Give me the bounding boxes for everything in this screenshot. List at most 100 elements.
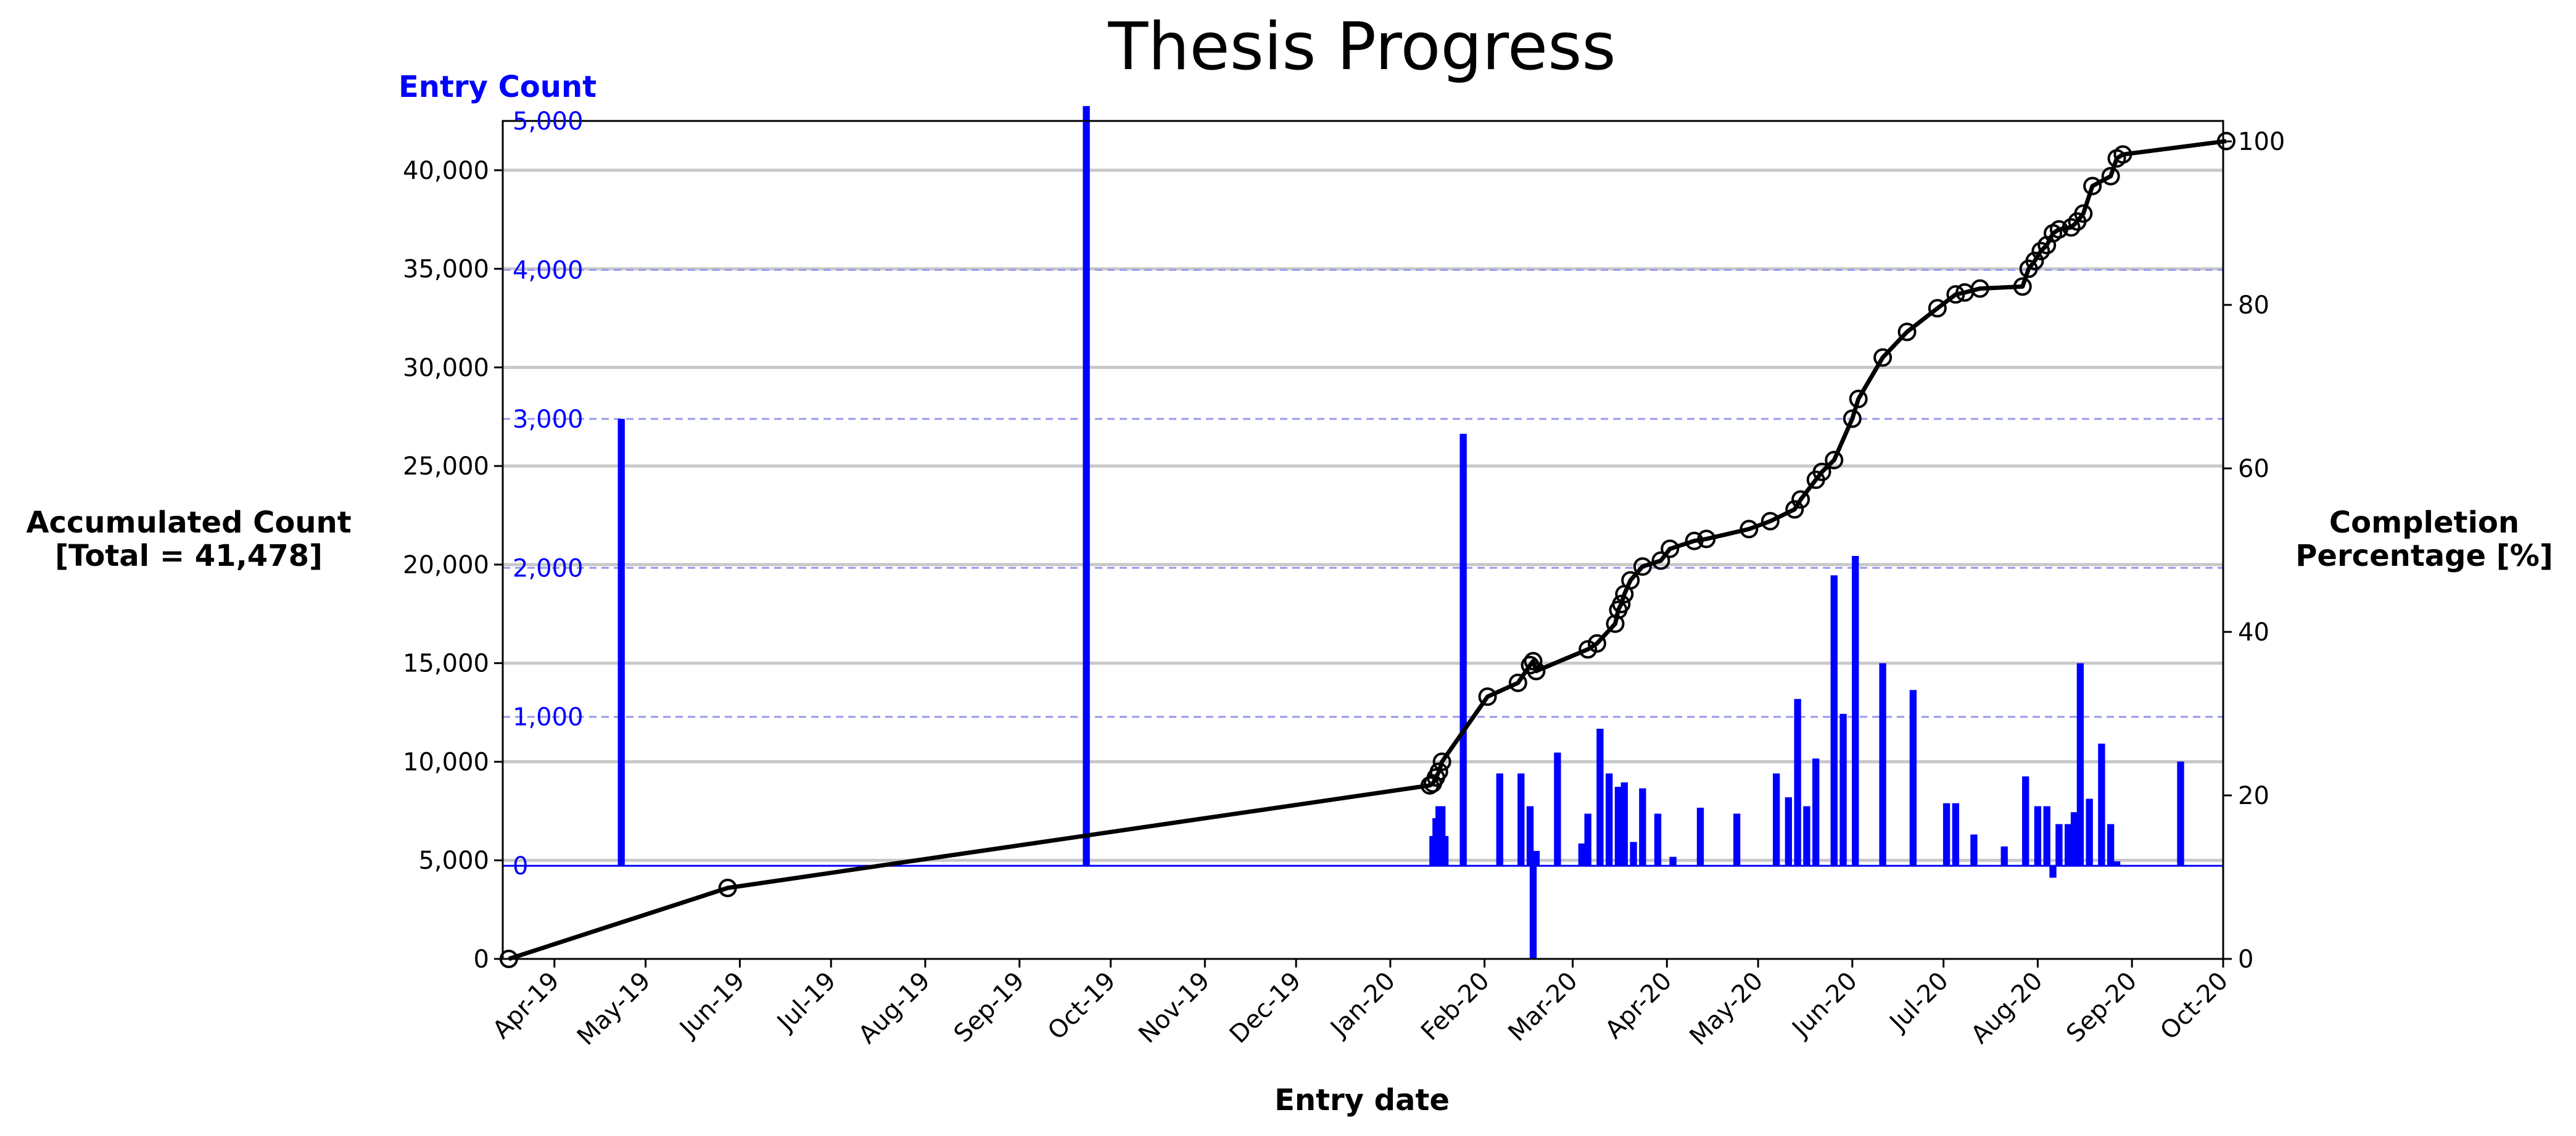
accumulated-marker [1521, 655, 1540, 674]
entry-bars [617, 106, 2184, 958]
entry-bar [1830, 575, 1838, 866]
accumulated-marker [1606, 614, 1625, 633]
left-axis-title-line2: [Total = 41,478] [55, 539, 323, 573]
entry-bar [2076, 663, 2084, 866]
entry-bar [2022, 776, 2029, 866]
accumulated-marker [1785, 500, 1804, 519]
entry-bar [1083, 106, 1090, 866]
entry-bar [2065, 824, 2072, 866]
entry-bar [2107, 824, 2115, 866]
entry-bar [2098, 744, 2105, 866]
entry-bar [1839, 713, 1847, 866]
left-tick-label: 25,000 [403, 452, 489, 481]
accumulated-marker [1432, 752, 1451, 771]
accumulated-marker [1612, 594, 1631, 613]
entry-tick-label: 5,000 [513, 107, 584, 136]
entry-bar [1496, 773, 1503, 866]
entry-bar [2177, 761, 2184, 866]
entry-bar [2049, 866, 2057, 878]
accumulated-marker [2074, 204, 2093, 223]
accumulated-marker [1970, 279, 1989, 298]
entry-bar [1669, 856, 1677, 866]
entry-bar [1812, 758, 1820, 866]
right-axis-ticks: 0 20 40 60 80 100 [2223, 128, 2285, 974]
accumulated-marker [1946, 285, 1965, 304]
accumulated-marker [1873, 348, 1893, 367]
left-tick-label: 35,000 [403, 255, 489, 284]
left-axis-title: Accumulated Count [Total = 41,478] [26, 505, 351, 573]
entry-tick-label: 2,000 [513, 554, 584, 583]
left-tick-label: 10,000 [403, 748, 489, 776]
left-tick-label: 15,000 [403, 650, 489, 678]
accumulated-marker [1928, 299, 1947, 318]
entry-bar [1620, 782, 1628, 866]
accumulated-marker [1651, 551, 1670, 570]
accumulated-marker [2062, 218, 2081, 237]
entry-bar [2034, 806, 2042, 866]
accumulated-marker [1587, 634, 1606, 653]
entry-bar [1630, 842, 1637, 866]
accumulated-marker [2013, 277, 2032, 296]
entry-bar [617, 418, 625, 866]
left-tick-label: 5,000 [418, 847, 489, 875]
accumulated-marker [2083, 176, 2102, 196]
accumulated-marker [1761, 512, 1780, 531]
entry-bar [1441, 835, 1449, 866]
entry-bar [1733, 813, 1741, 866]
entry-bar [1696, 807, 1704, 866]
accumulated-marker [1579, 640, 1598, 659]
entry-tick-label: 4,000 [513, 256, 584, 284]
entry-bar [2043, 806, 2050, 866]
entry-tick-label: 1,000 [513, 703, 584, 732]
accumulated-markers [499, 131, 2235, 968]
accumulated-marker [2216, 131, 2235, 151]
entry-bar [2086, 798, 2093, 866]
accumulated-marker [1843, 409, 1862, 428]
right-axis-title: Completion Percentage [%] [2295, 505, 2553, 573]
accumulated-marker [1825, 450, 1844, 470]
entry-tick-label: 0 [513, 852, 528, 881]
left-tick-label: 20,000 [403, 551, 489, 579]
entry-bar [1517, 773, 1525, 866]
accumulated-marker [1685, 531, 1704, 550]
entry-bar [1803, 806, 1810, 866]
accumulated-marker [1849, 389, 1868, 408]
entry-bar [1654, 813, 1662, 866]
entry-bar [1529, 866, 1537, 958]
right-tick-label: 20 [2238, 782, 2269, 810]
left-tick-label: 40,000 [403, 157, 489, 185]
accumulated-marker [1478, 687, 1497, 707]
entry-tick-label: 3,000 [513, 405, 584, 434]
entry-bar [1584, 813, 1591, 866]
entry-bar [1578, 843, 1585, 866]
accumulated-marker [2101, 167, 2120, 186]
left-axis-ticks: 0 5,000 10,000 15,000 20,000 25,000 30,000 35,0… [403, 157, 503, 974]
entry-bar [1909, 690, 1917, 866]
left-tick-label: 30,000 [403, 354, 489, 382]
left-tick-label: 0 [474, 945, 489, 974]
accumulated-marker [2113, 145, 2132, 164]
accumulated-marker [1740, 520, 1759, 539]
left-axis-title-line1: Accumulated Count [26, 505, 351, 540]
right-tick-label: 40 [2238, 618, 2269, 647]
entry-axis-ticks: 0 1,000 2,000 3,000 4,000 5,000 [513, 107, 584, 881]
accumulated-marker [1897, 322, 1917, 341]
entry-bar [1952, 803, 1960, 866]
accumulated-marker [1661, 539, 1680, 558]
right-tick-label: 80 [2238, 291, 2269, 320]
entry-bar [1942, 803, 1951, 866]
accumulated-marker [1812, 462, 1831, 481]
accumulated-marker [1697, 529, 1716, 549]
accumulated-marker [1633, 557, 1652, 576]
entry-bar [1772, 773, 1780, 866]
entry-bar [1459, 433, 1467, 866]
accumulated-marker [718, 878, 737, 897]
entry-bar [1794, 699, 1801, 866]
right-tick-label: 100 [2238, 128, 2285, 156]
accumulated-marker [1621, 571, 1640, 590]
right-axis-title-line1: Completion [2329, 505, 2519, 540]
entry-bar [1785, 797, 1793, 866]
entry-bar [1614, 787, 1622, 866]
entry-bar [1879, 663, 1886, 866]
